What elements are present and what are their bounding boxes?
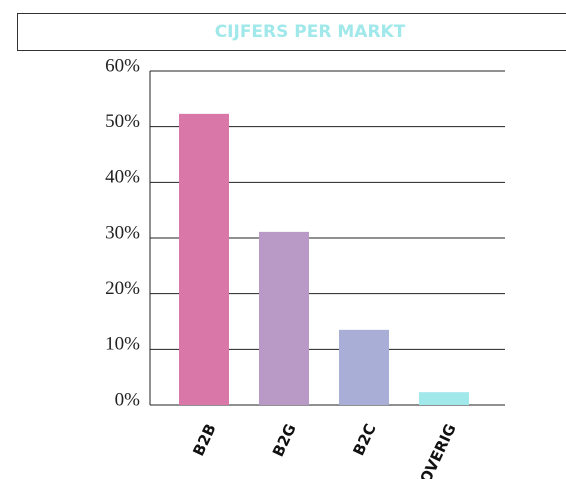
x-tick-label: B2C: [349, 421, 379, 458]
y-tick-label: 30%: [105, 222, 140, 243]
bar: [419, 392, 469, 405]
bar: [179, 113, 229, 405]
x-tick-label: B2B: [189, 421, 219, 459]
title-box: [17, 13, 566, 51]
y-tick-label: 40%: [105, 167, 140, 188]
y-tick-label: 60%: [105, 55, 140, 76]
chart-title: CIJFERS PER MARKT: [215, 22, 406, 42]
y-tick-label: 10%: [105, 334, 140, 355]
y-tick-label: 20%: [105, 278, 140, 299]
y-tick-label: 0%: [115, 389, 141, 410]
bar: [339, 329, 389, 405]
bar: [259, 231, 309, 405]
x-tick-label: OVERIG: [416, 421, 459, 479]
y-tick-label: 50%: [105, 111, 140, 132]
x-tick-label: B2G: [269, 421, 300, 460]
